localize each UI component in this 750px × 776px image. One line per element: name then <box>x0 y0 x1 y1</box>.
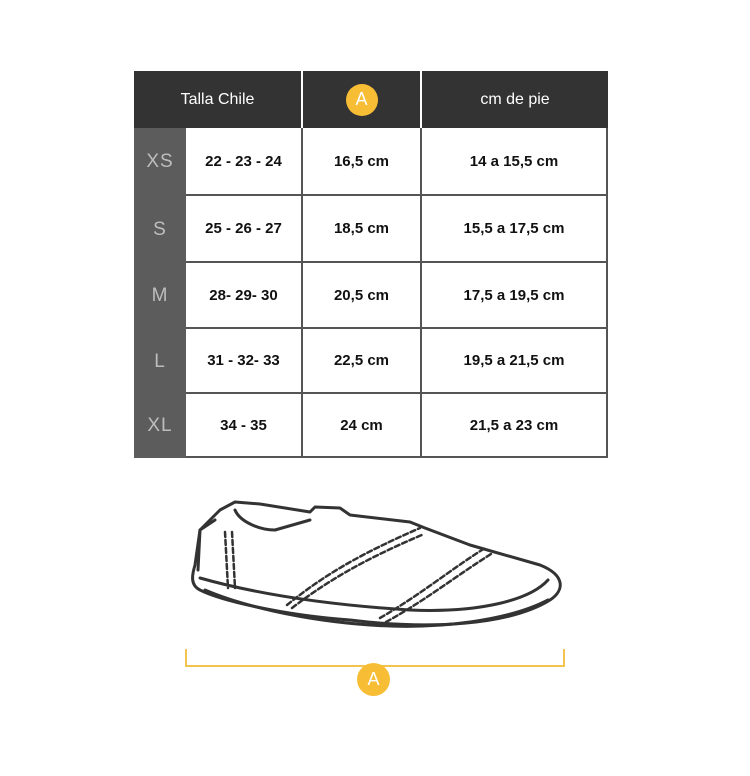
size-column <box>134 128 186 458</box>
cell-cm-de-pie: 17,5 a 19,5 cm <box>422 263 608 329</box>
cell-cm-de-pie: 19,5 a 21,5 cm <box>422 329 608 394</box>
size-label: M <box>151 285 169 306</box>
header-cm-de-pie: cm de pie <box>422 71 608 128</box>
table-row: XS 22 - 23 - 24 16,5 cm 14 a 15,5 cm <box>134 128 608 196</box>
cell-talla-chile: 22 - 23 - 24 <box>186 128 303 196</box>
table-row: M 28- 29- 30 20,5 cm 17,5 a 19,5 cm <box>134 263 608 329</box>
cell-a: 18,5 cm <box>303 196 422 263</box>
cell-a: 22,5 cm <box>303 329 422 394</box>
measurement-a-badge: A <box>357 663 390 696</box>
header-a: A <box>303 71 420 128</box>
cell-talla-chile: 34 - 35 <box>186 394 303 458</box>
table-row: XL 34 - 35 24 cm 21,5 a 23 cm <box>134 394 608 458</box>
a-badge: A <box>345 83 378 116</box>
table-row: L 31 - 32- 33 22,5 cm 19,5 a 21,5 cm <box>134 329 608 394</box>
cell-cm-de-pie: 21,5 a 23 cm <box>422 394 608 458</box>
cell-cm-de-pie: 14 a 15,5 cm <box>422 128 608 196</box>
size-label: XL <box>147 415 173 436</box>
cell-talla-chile: 28- 29- 30 <box>186 263 303 329</box>
size-label: S <box>153 218 167 240</box>
table-row: S 25 - 26 - 27 18,5 cm 15,5 a 17,5 cm <box>134 196 608 263</box>
header-talla-chile: Talla Chile <box>134 71 301 128</box>
cell-a: 24 cm <box>303 394 422 458</box>
cell-cm-de-pie: 15,5 a 17,5 cm <box>422 196 608 263</box>
size-label: L <box>154 350 166 372</box>
cell-a: 20,5 cm <box>303 263 422 329</box>
size-label: XS <box>146 151 174 172</box>
slipper-icon <box>191 500 562 628</box>
cell-talla-chile: 25 - 26 - 27 <box>186 196 303 263</box>
cell-talla-chile: 31 - 32- 33 <box>186 329 303 394</box>
cell-a: 16,5 cm <box>303 128 422 196</box>
